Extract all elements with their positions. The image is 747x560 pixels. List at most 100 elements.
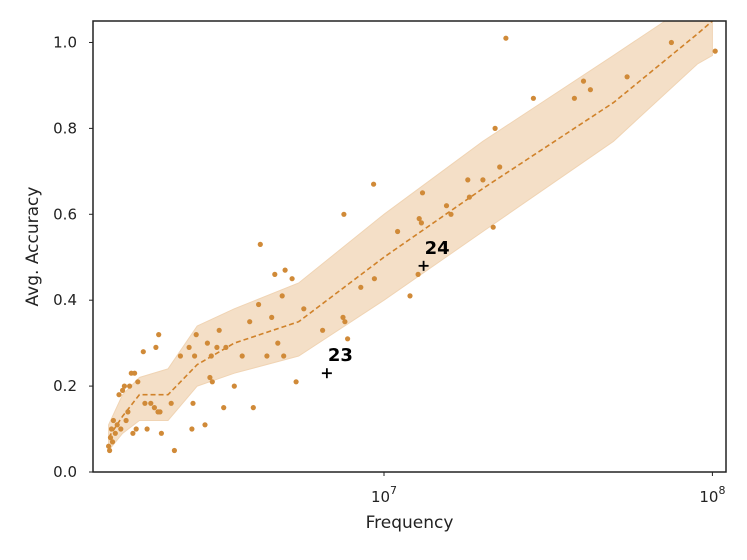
x-axis-ticks: 107 108 [371, 472, 725, 506]
data-point [116, 392, 122, 398]
data-point [231, 383, 237, 389]
data-point [712, 48, 718, 54]
confidence-band-layer [108, 21, 713, 452]
data-point [345, 336, 351, 342]
data-point [358, 284, 364, 290]
data-point [118, 426, 124, 432]
data-point [123, 417, 129, 424]
annotation-label: 24 [425, 238, 450, 259]
data-point [130, 430, 136, 436]
y-tick-label: 0.2 [53, 377, 77, 395]
data-point [151, 405, 157, 411]
data-point [320, 327, 326, 333]
data-point [110, 417, 116, 424]
data-point [127, 383, 133, 389]
x-tick-label: 108 [699, 484, 725, 506]
data-point [153, 344, 159, 350]
data-point [189, 426, 195, 432]
data-point [418, 220, 424, 226]
data-point [125, 409, 131, 415]
data-points-layer [106, 35, 718, 454]
data-point [158, 430, 164, 436]
data-point [133, 426, 139, 432]
data-point [193, 332, 199, 338]
data-point [503, 35, 509, 41]
data-point [223, 344, 229, 350]
data-point [289, 276, 295, 282]
data-point [416, 216, 422, 222]
data-point [282, 267, 288, 273]
data-point [250, 405, 256, 411]
data-point [497, 164, 503, 170]
data-point [668, 39, 675, 46]
annotations-layer: 23 24 [321, 238, 450, 379]
data-point [407, 293, 413, 299]
data-point [443, 203, 450, 209]
data-point [269, 314, 275, 320]
data-point [490, 224, 496, 230]
annotation-marker [321, 368, 332, 379]
data-point [106, 443, 112, 449]
data-point [624, 74, 630, 80]
plot-frame [92, 20, 727, 473]
data-point [415, 271, 421, 277]
data-point [168, 400, 174, 406]
data-point [587, 87, 594, 93]
data-point [448, 211, 454, 217]
data-point [107, 435, 114, 441]
data-point [148, 400, 154, 406]
data-point [340, 314, 346, 320]
data-point [419, 190, 426, 196]
y-tick-label: 0.8 [53, 119, 77, 137]
y-tick-label: 1.0 [53, 33, 77, 51]
annotation-marker [418, 260, 429, 271]
data-point [120, 387, 126, 393]
data-point [171, 447, 177, 454]
data-point [114, 422, 120, 428]
data-point [301, 306, 307, 312]
data-point [279, 293, 285, 299]
trend-line-layer [107, 21, 713, 439]
data-point [108, 426, 115, 432]
data-point [156, 332, 162, 338]
data-point [190, 400, 196, 406]
y-tick-label: 0.0 [53, 463, 77, 481]
data-point [142, 400, 148, 406]
data-point [341, 211, 347, 217]
data-point [202, 422, 208, 428]
data-point [239, 353, 245, 359]
data-point [135, 379, 141, 385]
data-point [216, 327, 222, 333]
x-axis-label: Frequency [366, 513, 454, 533]
data-point [571, 95, 578, 101]
trend-line [107, 21, 713, 439]
data-point [257, 241, 263, 247]
data-point [177, 353, 183, 359]
data-point [247, 319, 253, 325]
data-point [140, 349, 146, 355]
data-point [107, 447, 113, 454]
data-point [132, 370, 138, 376]
y-tick-label: 0.6 [53, 205, 77, 223]
data-point [157, 409, 163, 415]
data-point [186, 344, 192, 350]
data-point [221, 405, 227, 411]
data-point [112, 430, 118, 436]
data-point [204, 340, 210, 346]
confidence-band [108, 21, 713, 452]
data-point [492, 125, 498, 131]
y-axis-ticks: 0.0 0.2 0.4 0.6 0.8 1.0 [53, 33, 93, 481]
data-point [281, 353, 287, 359]
data-point [395, 228, 401, 235]
data-point [256, 301, 262, 308]
data-point [580, 78, 587, 84]
data-point [466, 194, 472, 200]
data-point [214, 344, 220, 350]
data-point [209, 379, 215, 385]
y-tick-label: 0.4 [53, 291, 77, 309]
data-point [207, 374, 213, 381]
data-point [208, 353, 214, 359]
data-point [192, 353, 198, 359]
y-axis-label: Avg. Accuracy [23, 187, 43, 307]
